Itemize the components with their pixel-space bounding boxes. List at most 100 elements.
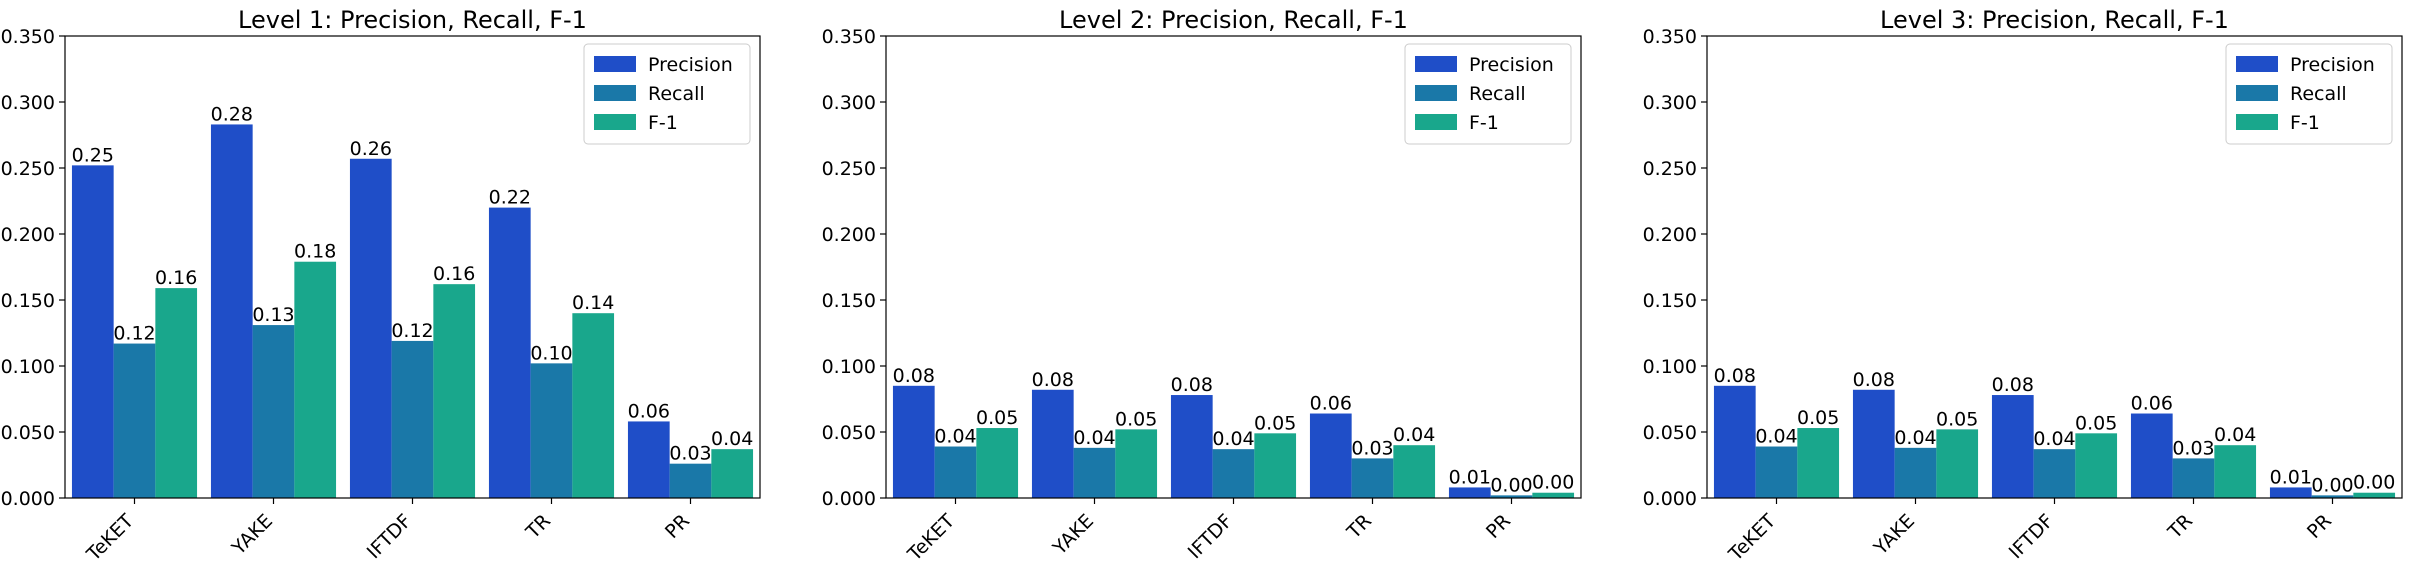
bar-precision-pr xyxy=(2269,487,2312,498)
bar-value-label: 0.16 xyxy=(155,267,197,289)
y-tick-label: 0.300 xyxy=(822,92,876,114)
bar-f-1-teket xyxy=(1797,428,1840,498)
bar-precision-tr xyxy=(2130,413,2173,498)
y-tick-label: 0.000 xyxy=(1643,488,1697,510)
legend-swatch-recall xyxy=(1415,85,1457,101)
bar-value-label: 0.12 xyxy=(113,323,155,345)
legend-label-precision: Precision xyxy=(648,54,733,76)
bar-f-1-yake xyxy=(294,261,337,498)
y-tick-label: 0.150 xyxy=(1,290,55,312)
y-tick-label: 0.200 xyxy=(1,224,55,246)
bar-value-label: 0.04 xyxy=(1894,427,1936,449)
bar-precision-teket xyxy=(892,385,935,498)
x-tick-label-tr: TR xyxy=(1342,510,1376,544)
bar-value-label: 0.00 xyxy=(1532,472,1574,494)
bar-precision-iftdf xyxy=(1991,395,2034,498)
x-tick-label-tr: TR xyxy=(2163,510,2197,544)
bar-value-label: 0.03 xyxy=(1351,437,1393,459)
bar-value-label: 0.04 xyxy=(1212,428,1254,450)
bar-value-label: 0.00 xyxy=(2311,474,2353,496)
bar-value-label: 0.08 xyxy=(1032,369,1074,391)
y-tick-label: 0.100 xyxy=(822,356,876,378)
bar-value-label: 0.05 xyxy=(976,407,1018,429)
x-tick-label-yake: YAKE xyxy=(227,510,277,560)
y-tick-label: 0.150 xyxy=(1643,290,1697,312)
legend-swatch-f-1 xyxy=(1415,114,1457,130)
bar-precision-yake xyxy=(210,124,253,498)
chart-panel-1: Level 1: Precision, Recall, F-1 0.25 0.28 0… xyxy=(1,6,761,566)
legend-label-recall: Recall xyxy=(648,83,705,105)
bar-f-1-pr xyxy=(2353,492,2396,498)
bar-value-label: 0.01 xyxy=(1449,466,1491,488)
bar-value-label: 0.12 xyxy=(391,320,433,342)
bar-f-1-tr xyxy=(572,313,615,498)
x-tick-label-iftdf: IFTDF xyxy=(1184,510,1237,563)
bar-precision-tr xyxy=(488,207,531,498)
x-tick-label-iftdf: IFTDF xyxy=(2005,510,2058,563)
x-tick-label-yake: YAKE xyxy=(1048,510,1098,560)
x-tick-label-teket: TeKET xyxy=(903,510,959,566)
legend: Precision Recall F-1 xyxy=(1404,43,1572,145)
y-tick-label: 0.200 xyxy=(1643,224,1697,246)
x-tick-label-teket: TeKET xyxy=(82,510,138,566)
y-tick-label: 0.350 xyxy=(822,26,876,48)
bar-value-label: 0.04 xyxy=(1393,424,1435,446)
bar-recall-yake xyxy=(1073,447,1116,498)
bar-recall-iftdf xyxy=(391,340,434,498)
legend-label-f-1: F-1 xyxy=(648,112,678,134)
bar-value-label: 0.03 xyxy=(2172,437,2214,459)
chart-panel-2: Level 2: Precision, Recall, F-1 0.08 0.08 0… xyxy=(822,6,1582,566)
chart-title: Level 2: Precision, Recall, F-1 xyxy=(1059,6,1408,34)
legend-swatch-precision xyxy=(594,56,636,72)
bar-value-label: 0.08 xyxy=(1992,374,2034,396)
y-tick-label: 0.300 xyxy=(1643,92,1697,114)
bar-f-1-iftdf xyxy=(2075,433,2118,498)
bar-value-label: 0.18 xyxy=(294,241,336,263)
bar-value-label: 0.04 xyxy=(1755,426,1797,448)
bar-precision-teket xyxy=(1713,385,1756,498)
legend-label-recall: Recall xyxy=(1469,83,1526,105)
legend-swatch-recall xyxy=(594,85,636,101)
bar-value-label: 0.06 xyxy=(1310,393,1352,415)
bar-value-label: 0.04 xyxy=(2214,424,2256,446)
bar-precision-iftdf xyxy=(1170,395,1213,498)
bar-value-label: 0.25 xyxy=(72,144,114,166)
y-tick-label: 0.300 xyxy=(1,92,55,114)
bar-value-label: 0.26 xyxy=(350,138,392,160)
y-tick-label: 0.150 xyxy=(822,290,876,312)
bar-precision-teket xyxy=(71,165,114,499)
bar-f-1-yake xyxy=(1936,429,1979,498)
bar-value-label: 0.22 xyxy=(489,187,531,209)
legend-swatch-recall xyxy=(2236,85,2278,101)
bar-value-label: 0.04 xyxy=(2033,428,2075,450)
y-tick-label: 0.250 xyxy=(822,158,876,180)
bar-precision-yake xyxy=(1852,389,1895,498)
bar-value-label: 0.00 xyxy=(1490,474,1532,496)
bar-value-label: 0.10 xyxy=(530,342,572,364)
y-tick-label: 0.350 xyxy=(1643,26,1697,48)
bar-value-label: 0.05 xyxy=(1254,412,1296,434)
bar-f-1-iftdf xyxy=(433,284,476,498)
y-tick-label: 0.100 xyxy=(1,356,55,378)
bar-precision-pr xyxy=(1448,487,1491,498)
legend-label-recall: Recall xyxy=(2290,83,2347,105)
x-tick-label-iftdf: IFTDF xyxy=(363,510,416,563)
bar-precision-yake xyxy=(1031,389,1074,498)
bar-value-label: 0.16 xyxy=(433,263,475,285)
bar-recall-teket xyxy=(934,446,977,498)
bar-precision-iftdf xyxy=(349,158,392,498)
y-tick-label: 0.250 xyxy=(1643,158,1697,180)
y-tick-label: 0.050 xyxy=(822,422,876,444)
bar-value-label: 0.06 xyxy=(628,400,670,422)
bar-f-1-pr xyxy=(1532,492,1575,498)
bar-value-label: 0.04 xyxy=(711,428,753,450)
x-tick-label-teket: TeKET xyxy=(1724,510,1780,566)
bar-f-1-iftdf xyxy=(1254,433,1297,498)
y-tick-label: 0.200 xyxy=(822,224,876,246)
bar-value-label: 0.08 xyxy=(893,365,935,387)
bar-recall-teket xyxy=(1755,446,1798,498)
bar-value-label: 0.05 xyxy=(1936,408,1978,430)
y-tick-label: 0.000 xyxy=(1,488,55,510)
bar-value-label: 0.14 xyxy=(572,292,614,314)
